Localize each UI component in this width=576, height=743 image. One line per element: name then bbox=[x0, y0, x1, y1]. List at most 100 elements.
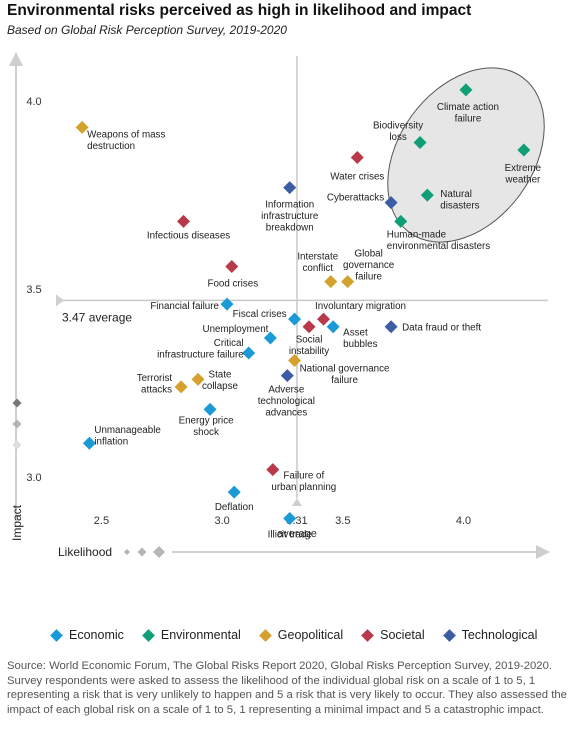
data-label: Unemployment bbox=[203, 324, 269, 335]
legend-swatch-environmental bbox=[142, 628, 155, 642]
data-point-economic bbox=[227, 485, 241, 499]
legend-item-geopolitical: Geopolitical bbox=[258, 628, 344, 642]
x-tick-label: 4.0 bbox=[456, 515, 471, 527]
source-note: Source: World Economic Forum, The Global… bbox=[7, 660, 567, 716]
data-point-geopolitical bbox=[341, 275, 355, 289]
data-label: Global governance failure bbox=[343, 249, 395, 283]
data-point-economic bbox=[263, 331, 277, 345]
x-axis-title: Likelihood bbox=[58, 545, 112, 559]
data-label: State collapse bbox=[202, 369, 238, 392]
legend-label-societal: Societal bbox=[380, 628, 425, 642]
y-axis-marker-icon-light bbox=[12, 440, 22, 450]
data-point-environmental bbox=[394, 214, 408, 228]
y-axis-marker-icon-dark bbox=[12, 398, 22, 408]
y-tick-label: 3.0 bbox=[26, 472, 41, 484]
data-label: Interstate conflict bbox=[297, 252, 338, 275]
y-axis-marker-icon-mid bbox=[12, 419, 22, 429]
data-label: Terrorist attacks bbox=[137, 373, 173, 396]
data-point-societal bbox=[266, 463, 280, 477]
data-label: Financial failure bbox=[150, 301, 219, 312]
legend-swatch-societal bbox=[361, 628, 374, 642]
data-point-environmental bbox=[413, 135, 427, 149]
data-point-societal bbox=[225, 260, 239, 274]
data-point-technological bbox=[280, 369, 294, 383]
legend-label-technological: Technological bbox=[461, 628, 538, 642]
data-label: Natural disasters bbox=[440, 189, 479, 212]
data-label: Extreme weather bbox=[504, 163, 541, 186]
data-label: Social instability bbox=[289, 335, 329, 358]
data-point-economic bbox=[283, 511, 297, 525]
data-point-environmental bbox=[459, 83, 473, 97]
data-label: Involuntary migration bbox=[315, 301, 406, 312]
x-tick-label: 2.5 bbox=[94, 515, 109, 527]
chart-legend: Economic Environmental Geopolitical Soci… bbox=[50, 627, 557, 643]
data-label: Information infrastructure breakdown bbox=[261, 200, 319, 234]
data-point-economic bbox=[242, 346, 256, 360]
data-point-environmental bbox=[420, 188, 434, 202]
x-axis-marker-icon-small bbox=[124, 549, 130, 555]
data-point-economic bbox=[220, 297, 234, 311]
legend-swatch-technological bbox=[442, 628, 456, 642]
data-label: Weapons of mass destruction bbox=[87, 129, 165, 152]
data-label: Unmanageable inflation bbox=[94, 425, 161, 448]
chart-title: Environmental risks perceived as high in… bbox=[7, 2, 472, 19]
average-impact-label: 3.47 average bbox=[62, 310, 132, 324]
legend-label-environmental: Environmental bbox=[160, 628, 241, 642]
data-label: Adverse technological advances bbox=[258, 385, 315, 419]
data-point-economic bbox=[203, 402, 217, 416]
y-axis-arrow-icon bbox=[9, 52, 23, 66]
y-tick-label: 3.5 bbox=[26, 284, 41, 296]
legend-item-societal: Societal bbox=[361, 628, 425, 642]
data-label: Asset bubbles bbox=[343, 328, 377, 351]
data-point-technological bbox=[384, 320, 398, 334]
y-tick-label: 4.0 bbox=[26, 96, 41, 108]
data-point-societal bbox=[317, 312, 331, 326]
legend-item-technological: Technological bbox=[442, 628, 538, 642]
data-label: Deflation bbox=[215, 502, 254, 513]
legend-swatch-economic bbox=[50, 628, 63, 642]
data-point-environmental bbox=[517, 143, 531, 157]
data-label: Critical infrastructure failure bbox=[157, 338, 244, 361]
data-point-economic bbox=[326, 320, 340, 334]
data-label: Illicit trade bbox=[268, 529, 313, 540]
data-label: Climate action failure bbox=[437, 102, 499, 125]
data-label: Fiscal crises bbox=[233, 309, 287, 320]
data-point-geopolitical bbox=[288, 354, 302, 368]
data-label: Water crises bbox=[330, 172, 384, 183]
legend-swatch-geopolitical bbox=[258, 628, 272, 642]
data-point-technological bbox=[283, 181, 297, 195]
data-label: National governance failure bbox=[300, 364, 390, 387]
data-point-geopolitical bbox=[191, 372, 205, 386]
data-point-societal bbox=[302, 320, 316, 334]
data-label: Data fraud or theft bbox=[402, 323, 481, 334]
data-label: Infectious diseases bbox=[147, 230, 230, 241]
legend-label-geopolitical: Geopolitical bbox=[277, 628, 344, 642]
legend-item-environmental: Environmental bbox=[142, 628, 241, 642]
data-label: Failure of urban planning bbox=[271, 471, 336, 494]
data-point-geopolitical bbox=[75, 120, 89, 134]
data-label: Cyberattacks bbox=[327, 193, 384, 204]
data-point-geopolitical bbox=[324, 275, 338, 289]
legend-item-economic: Economic bbox=[50, 628, 124, 642]
data-label: Biodiversity loss bbox=[373, 120, 423, 143]
x-tick-label: 3.0 bbox=[214, 515, 229, 527]
average-likelihood-arrow-icon bbox=[291, 498, 302, 506]
data-label: Food crises bbox=[207, 279, 258, 290]
data-label: Human-made environmental disasters bbox=[387, 229, 491, 252]
x-axis-marker-icon-mid bbox=[137, 547, 147, 557]
data-point-technological bbox=[384, 196, 398, 210]
legend-label-economic: Economic bbox=[69, 628, 124, 642]
data-point-economic bbox=[288, 312, 302, 326]
average-likelihood-label: average bbox=[277, 528, 317, 540]
x-axis-arrow-icon bbox=[536, 545, 550, 559]
data-point-societal bbox=[177, 214, 191, 228]
y-axis-title: Impact bbox=[10, 504, 24, 541]
data-point-geopolitical bbox=[174, 380, 188, 394]
data-point-economic bbox=[82, 436, 96, 450]
x-tick-label: 3.5 bbox=[335, 515, 350, 527]
data-point-societal bbox=[350, 151, 364, 165]
chart-subtitle: Based on Global Risk Perception Survey, … bbox=[7, 23, 287, 37]
average-impact-arrow-icon bbox=[56, 294, 64, 307]
data-label: Energy price shock bbox=[179, 415, 235, 438]
